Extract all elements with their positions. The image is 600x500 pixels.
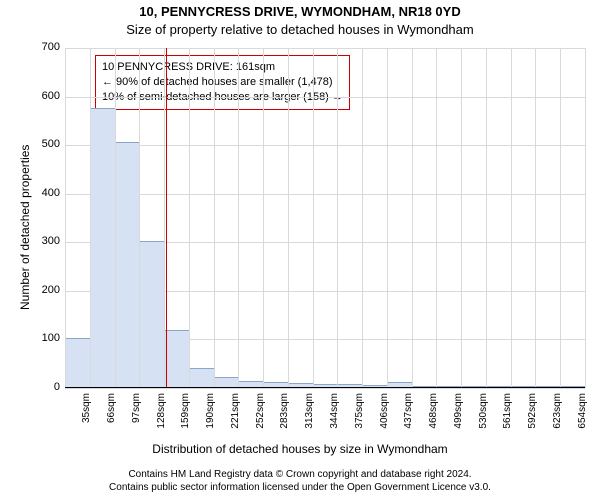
x-tick-label: 530sqm: [478, 393, 489, 441]
gridline: [189, 48, 190, 388]
x-tick-label: 344sqm: [329, 393, 340, 441]
gridline: [511, 48, 512, 388]
x-tick-label: 561sqm: [502, 393, 513, 441]
x-tick-label: 437sqm: [403, 393, 414, 441]
gridline: [337, 48, 338, 388]
gridline: [362, 48, 363, 388]
gridline: [139, 48, 140, 388]
gridline: [65, 145, 585, 146]
gridline: [90, 48, 91, 388]
x-tick-label: 35sqm: [81, 393, 92, 441]
property-marker-line: [166, 48, 168, 388]
footer-line-1: Contains HM Land Registry data © Crown c…: [0, 468, 600, 481]
y-tick-label: 500: [30, 138, 60, 150]
gridline: [535, 48, 536, 388]
histogram-bar: [164, 330, 190, 388]
histogram-bar: [115, 142, 141, 388]
x-tick-label: 97sqm: [131, 393, 142, 441]
y-tick-label: 700: [30, 41, 60, 53]
x-tick-label: 654sqm: [577, 393, 588, 441]
gridline: [214, 48, 215, 388]
gridline: [65, 97, 585, 98]
histogram-bar: [90, 108, 116, 388]
footer-line-2: Contains public sector information licen…: [0, 481, 600, 494]
y-tick-label: 0: [30, 381, 60, 393]
x-axis-line: [65, 387, 585, 388]
x-tick-label: 313sqm: [304, 393, 315, 441]
gridline: [263, 48, 264, 388]
x-tick-label: 252sqm: [255, 393, 266, 441]
x-tick-label: 406sqm: [379, 393, 390, 441]
gridline: [65, 194, 585, 195]
chart-title: 10, PENNYCRESS DRIVE, WYMONDHAM, NR18 0Y…: [0, 4, 600, 19]
x-tick-label: 159sqm: [180, 393, 191, 441]
gridline: [115, 48, 116, 388]
gridline: [65, 48, 66, 388]
y-tick-label: 300: [30, 235, 60, 247]
plot-area: [65, 48, 585, 388]
x-tick-label: 66sqm: [106, 393, 117, 441]
gridline: [461, 48, 462, 388]
chart-container: { "title": "10, PENNYCRESS DRIVE, WYMOND…: [0, 0, 600, 500]
gridline: [560, 48, 561, 388]
x-axis-label: Distribution of detached houses by size …: [0, 442, 600, 456]
histogram-bar: [189, 368, 215, 388]
x-tick-label: 190sqm: [205, 393, 216, 441]
y-tick-label: 100: [30, 332, 60, 344]
x-tick-label: 592sqm: [527, 393, 538, 441]
x-tick-label: 468sqm: [428, 393, 439, 441]
gridline: [486, 48, 487, 388]
x-tick-label: 128sqm: [156, 393, 167, 441]
gridline: [585, 48, 586, 388]
histogram-bar: [65, 338, 91, 388]
x-tick-label: 221sqm: [230, 393, 241, 441]
gridline: [436, 48, 437, 388]
gridline: [288, 48, 289, 388]
x-tick-label: 283sqm: [279, 393, 290, 441]
y-tick-label: 200: [30, 284, 60, 296]
gridline: [238, 48, 239, 388]
chart-subtitle: Size of property relative to detached ho…: [0, 22, 600, 37]
x-tick-label: 499sqm: [453, 393, 464, 441]
x-tick-label: 623sqm: [552, 393, 563, 441]
histogram-bar: [139, 241, 165, 388]
y-tick-label: 400: [30, 187, 60, 199]
x-tick-label: 375sqm: [354, 393, 365, 441]
gridline: [313, 48, 314, 388]
y-tick-label: 600: [30, 90, 60, 102]
gridline: [65, 388, 585, 389]
gridline: [387, 48, 388, 388]
copyright-footer: Contains HM Land Registry data © Crown c…: [0, 468, 600, 494]
gridline: [65, 48, 585, 49]
gridline: [412, 48, 413, 388]
